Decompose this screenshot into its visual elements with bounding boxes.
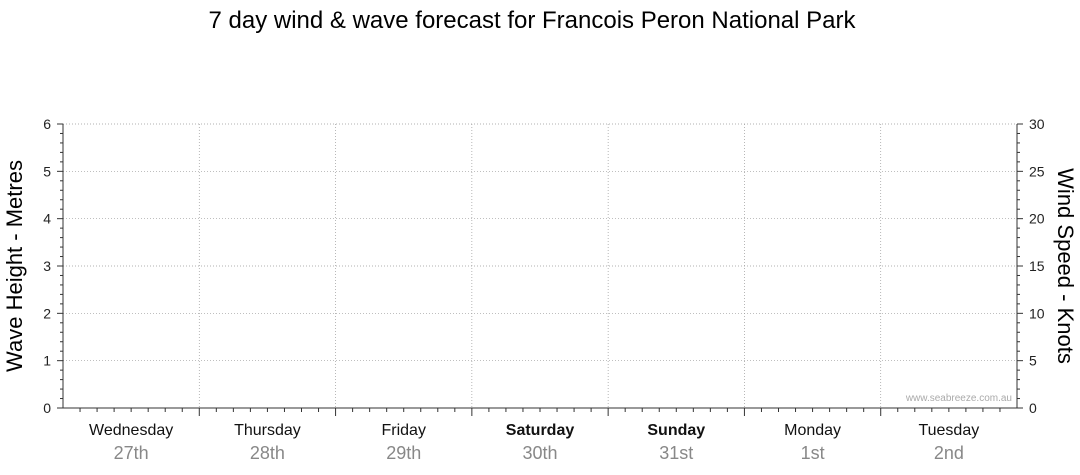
watermark: www.seabreeze.com.au	[905, 393, 1012, 404]
day-date-label: 28th	[250, 443, 285, 463]
grid	[63, 123, 1017, 408]
right-tick-label: 20	[1029, 211, 1045, 227]
day-date-label: 1st	[801, 443, 825, 463]
day-name-label: Thursday	[234, 422, 301, 439]
day-name-label: Tuesday	[918, 422, 979, 439]
day-name-label: Sunday	[647, 422, 705, 439]
day-date-label: 2nd	[934, 443, 964, 463]
day-date-label: 27th	[114, 443, 149, 463]
left-tick-label: 6	[43, 116, 51, 132]
left-tick-label: 2	[43, 305, 51, 321]
left-axis-label: Wave Height - Metres	[2, 160, 27, 372]
day-date-label: 29th	[386, 443, 421, 463]
day-name-label: Wednesday	[89, 422, 173, 439]
left-tick-label: 5	[43, 163, 51, 179]
right-tick-label: 30	[1029, 116, 1045, 132]
right-tick-label: 0	[1029, 400, 1037, 416]
axes	[62, 124, 1018, 416]
day-name-label: Saturday	[506, 422, 575, 439]
right-tick-label: 25	[1029, 163, 1045, 179]
right-tick-label: 15	[1029, 258, 1045, 274]
right-axis-ticks: 0 5 10 15 20 25 30	[1017, 116, 1045, 416]
left-tick-label: 1	[43, 353, 51, 369]
day-labels: Wednesday 27th Thursday 28th Friday 29th Satur…	[89, 422, 979, 463]
left-tick-label: 4	[43, 211, 51, 227]
right-tick-label: 10	[1029, 305, 1045, 321]
day-date-label: 31st	[659, 443, 693, 463]
right-axis-label: Wind Speed - Knots	[1053, 168, 1078, 364]
day-date-label: 30th	[522, 443, 557, 463]
left-axis-ticks: 0 1 2 3 4 5 6	[43, 116, 63, 416]
left-tick-label: 0	[43, 400, 51, 416]
right-tick-label: 5	[1029, 353, 1037, 369]
day-name-label: Friday	[381, 422, 425, 439]
chart-title: 7 day wind & wave forecast for Francois …	[209, 7, 857, 34]
left-tick-label: 3	[43, 258, 51, 274]
day-name-label: Monday	[784, 422, 841, 439]
